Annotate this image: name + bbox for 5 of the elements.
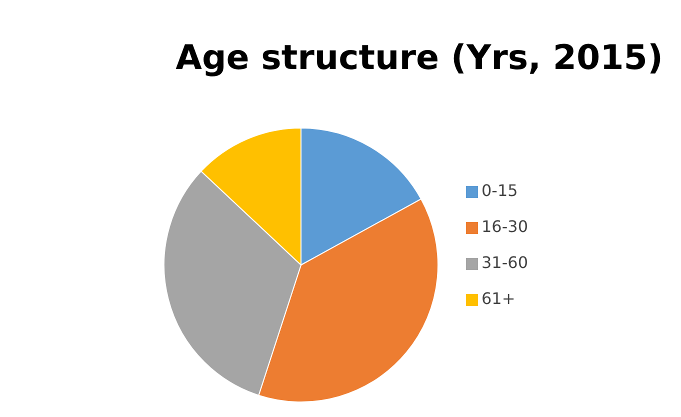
legend-label: 31-60 <box>482 253 528 272</box>
legend-label: 0-15 <box>482 181 518 200</box>
legend-label: 16-30 <box>482 217 528 236</box>
legend-label: 61+ <box>482 289 516 308</box>
chart-title: Age structure (Yrs, 2015) <box>176 38 663 78</box>
